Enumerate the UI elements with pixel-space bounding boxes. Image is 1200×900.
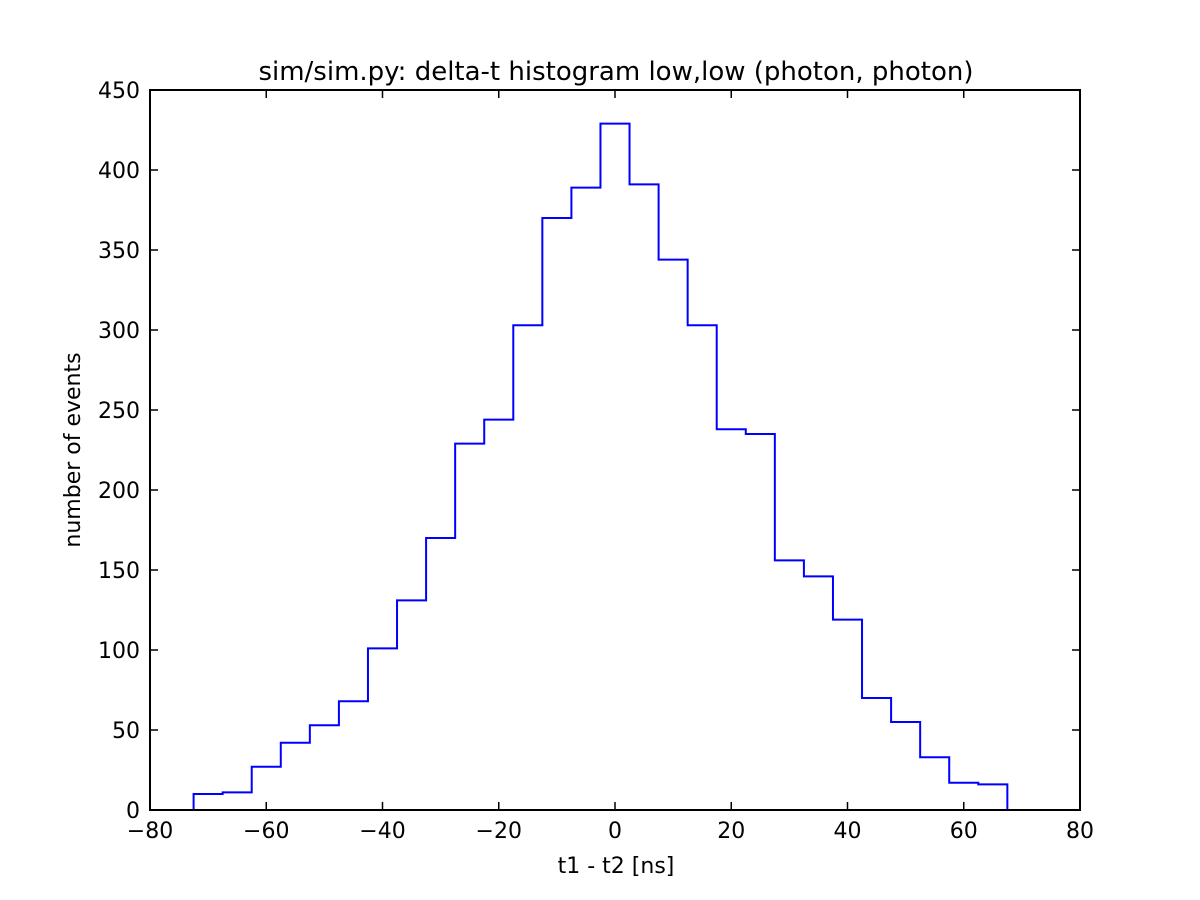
x-tick-label: 80 (1066, 819, 1094, 844)
plot-area: −80 −60 −40 −20 0 20 40 60 80 0 50 100 150 200 250 300 3… (98, 79, 1094, 844)
y-tick-label: 0 (126, 799, 140, 824)
chart-title: sim/sim.py: delta-t histogram low,low (p… (258, 57, 973, 87)
y-tick-label: 400 (98, 159, 140, 184)
y-axis-title: number of events (61, 352, 86, 547)
x-tick-label: −40 (359, 819, 405, 844)
x-tick-label: −80 (127, 819, 173, 844)
x-tick-label: 20 (717, 819, 745, 844)
x-tick-label: 40 (834, 819, 862, 844)
x-axis-title: t1 - t2 [ns] (558, 854, 675, 879)
y-tick-label: 150 (98, 559, 140, 584)
y-tick-label: 50 (112, 719, 140, 744)
x-tick-label: −60 (243, 819, 289, 844)
histogram-step-series (192, 122, 1009, 810)
x-tick-label: 0 (608, 819, 622, 844)
y-tick-label: 100 (98, 639, 140, 664)
x-tick-label: −20 (476, 819, 522, 844)
x-tick-label: 60 (950, 819, 978, 844)
y-tick-label: 250 (98, 399, 140, 424)
y-tick-label: 200 (98, 479, 140, 504)
y-tick-label: 450 (98, 79, 140, 104)
y-tick-label: 300 (98, 319, 140, 344)
y-tick-label: 350 (98, 239, 140, 264)
